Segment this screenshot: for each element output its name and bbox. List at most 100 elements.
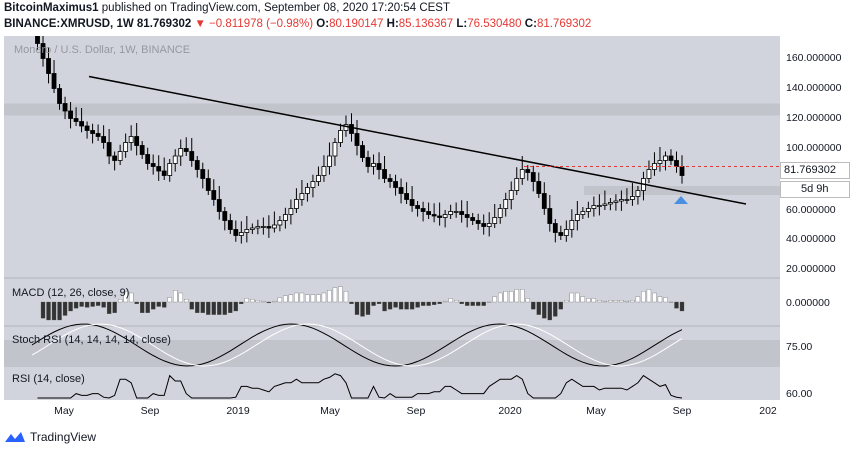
candle-body xyxy=(233,229,239,236)
candle-body xyxy=(321,166,327,176)
macd-bar xyxy=(459,301,464,304)
candle-body xyxy=(371,163,376,167)
candle-body xyxy=(514,178,520,191)
candle-body xyxy=(663,155,668,161)
candle-body xyxy=(607,202,613,205)
price-axis[interactable]: 160.000000 140.000000 120.000000 100.000… xyxy=(780,36,850,400)
candle-body xyxy=(255,226,261,229)
time-tick: 202 xyxy=(759,405,777,417)
header-line-1: BitcoinMaximus1 published on TradingView… xyxy=(4,2,450,14)
candle-body xyxy=(277,220,283,226)
macd-bar xyxy=(536,301,541,315)
macd-bar xyxy=(173,290,178,303)
macd-bar xyxy=(597,300,602,303)
macd-bar xyxy=(40,301,46,319)
low-label: L: xyxy=(456,18,468,30)
macd-bar xyxy=(195,301,200,313)
time-axis[interactable]: May Sep 2019 May Sep 2020 May Sep 202 xyxy=(4,400,850,422)
macd-bar xyxy=(465,301,470,306)
macd-bar xyxy=(95,301,101,306)
macd-bar xyxy=(184,299,189,303)
open-label: O: xyxy=(316,18,330,30)
macd-bar xyxy=(509,291,514,303)
zones-layer xyxy=(4,103,780,367)
macd-bar xyxy=(228,301,233,313)
candle-body xyxy=(90,130,95,134)
rsi-layer xyxy=(37,373,683,399)
header-line-2: BINANCE:XMRUSD, 1W 81.769302 ▼ −0.811978… xyxy=(4,18,591,30)
macd-bar xyxy=(431,301,437,305)
candle-body xyxy=(668,155,674,161)
macd-bar xyxy=(305,294,310,303)
macd-bar xyxy=(668,301,674,303)
candle-body xyxy=(161,170,167,176)
candle-body xyxy=(602,203,608,206)
macd-bar xyxy=(255,300,260,303)
candle-body xyxy=(266,226,272,229)
chart-area[interactable]: Monero / U.S. Dollar, 1W, BINANCE MACD (… xyxy=(4,36,780,400)
candle-body xyxy=(657,160,663,164)
macd-bar xyxy=(365,301,371,315)
candle-body xyxy=(172,155,178,164)
support-zone xyxy=(4,103,780,116)
candle-body xyxy=(558,232,564,236)
macd-bar xyxy=(140,301,145,313)
macd-bar xyxy=(338,286,343,303)
macd-bar xyxy=(674,301,679,309)
stoch-label: Stoch RSI (14, 14, 14, 14, close) xyxy=(12,334,171,346)
candle-body xyxy=(459,211,465,215)
macd-bar xyxy=(349,301,354,304)
candle-body xyxy=(282,214,288,221)
candle-body xyxy=(73,118,79,122)
close-label: C: xyxy=(524,18,537,30)
chart-svg[interactable] xyxy=(4,36,780,400)
price-tick: 40.000000 xyxy=(786,233,836,245)
macd-bar xyxy=(652,292,657,303)
macd-bar xyxy=(90,301,95,307)
macd-bar xyxy=(288,294,294,303)
footer-logo[interactable]: TradingView xyxy=(4,430,96,444)
candle-body xyxy=(128,136,134,143)
candle-body xyxy=(327,155,332,167)
candle-body xyxy=(613,200,619,203)
macd-bar xyxy=(624,300,630,303)
macd-bar xyxy=(46,301,51,321)
macd-bar xyxy=(602,300,608,303)
macd-bar xyxy=(310,294,316,303)
macd-bar xyxy=(101,301,106,308)
candle-body xyxy=(178,148,184,157)
candle-body xyxy=(156,166,162,172)
candle-body xyxy=(205,178,211,191)
candle-body xyxy=(420,208,426,212)
macd-bar xyxy=(360,301,365,317)
macd-bar xyxy=(106,301,112,314)
candle-body xyxy=(547,208,553,224)
macd-bar xyxy=(398,301,404,310)
candle-body xyxy=(426,211,432,215)
macd-bar xyxy=(575,292,580,303)
tradingview-logo-icon xyxy=(5,432,25,442)
candle-body xyxy=(249,227,255,230)
candle-body xyxy=(365,157,371,167)
high-label: H: xyxy=(386,18,399,30)
candle-body xyxy=(189,151,195,161)
candle-body xyxy=(167,163,173,176)
footer-brand: TradingView xyxy=(30,430,97,444)
candle-body xyxy=(294,199,299,209)
macd-bar xyxy=(481,301,486,306)
symbol-label: Monero / U.S. Dollar, 1W, BINANCE xyxy=(14,44,191,56)
candle-body xyxy=(404,193,409,200)
author-name[interactable]: BitcoinMaximus1 xyxy=(4,2,99,14)
time-tick: Sep xyxy=(672,405,692,417)
macd-bar xyxy=(586,298,591,303)
stoch-tick: 75.00 xyxy=(786,341,813,353)
macd-bar xyxy=(503,291,508,303)
published-info: published on TradingView.com, September … xyxy=(101,2,450,14)
candle-body xyxy=(106,142,112,157)
candle-body xyxy=(354,133,360,146)
candle-body xyxy=(448,211,454,215)
candle-body xyxy=(387,178,393,182)
candle-body xyxy=(183,148,189,152)
macd-bar xyxy=(564,300,569,303)
close-value: 81.769302 xyxy=(536,18,592,30)
